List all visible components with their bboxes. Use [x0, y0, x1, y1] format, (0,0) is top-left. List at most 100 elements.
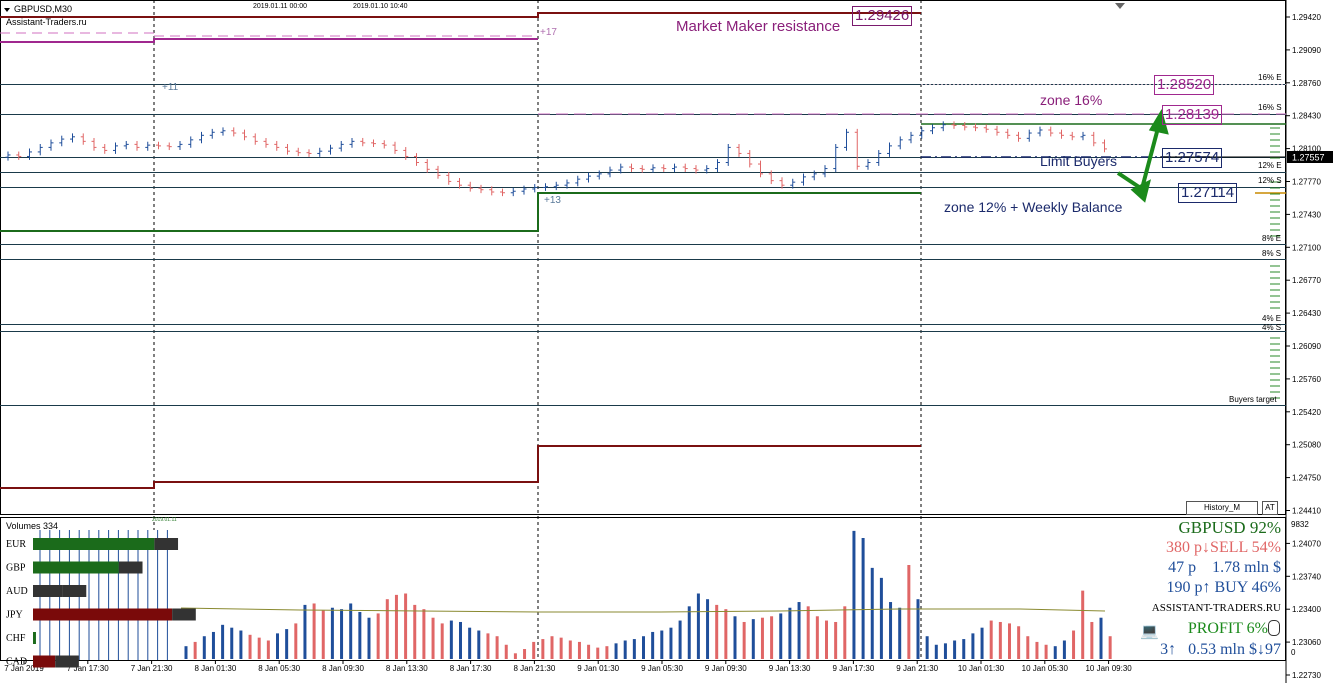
- price-tick-label: 1.26090: [1292, 342, 1321, 351]
- currency-bar-rest: [55, 655, 79, 668]
- time-label: 7 Jan 21:30: [131, 664, 173, 673]
- price-tick-label: 1.28430: [1292, 112, 1321, 121]
- currency-bar: [33, 585, 63, 597]
- time-label: 9 Jan 01:30: [577, 664, 619, 673]
- price-tick-label: 1.26430: [1292, 309, 1321, 318]
- time-label: 10 Jan 01:30: [958, 664, 1005, 673]
- top-date-2: 2019.01.10 10:40: [353, 3, 408, 10]
- watermark-label: Assistant-Traders.ru: [6, 17, 87, 27]
- currency-name: CHF: [6, 633, 26, 644]
- market-maker-resistance-line: [0, 12, 921, 18]
- zone12-annotation: zone 12% + Weekly Balance: [944, 199, 1123, 215]
- currency-name: JPY: [6, 610, 23, 621]
- volumes-title: Volumes 334: [6, 521, 59, 531]
- time-label: 10 Jan 05:30: [1022, 664, 1069, 673]
- magenta-level-line: [0, 38, 538, 43]
- zone-label-4s: 4% S: [1262, 323, 1282, 332]
- price-tick-label: 1.25080: [1292, 441, 1321, 450]
- currency-name: EUR: [6, 539, 26, 550]
- zone-lines: [0, 84, 1286, 406]
- time-label: 8 Jan 13:30: [386, 664, 428, 673]
- currency-bar: [33, 632, 36, 644]
- time-label: 9 Jan 05:30: [641, 664, 683, 673]
- currency-bar: [33, 561, 119, 574]
- price-tick-label: 1.24070: [1292, 539, 1321, 548]
- info-last-line: 3↑ 0.53 mln $↓97: [1160, 641, 1281, 658]
- currency-bar-rest: [172, 608, 196, 621]
- time-label: 10 Jan 09:30: [1085, 664, 1132, 673]
- price-tick-label: 1.22730: [1292, 671, 1321, 680]
- currency-name: GBP: [6, 563, 26, 574]
- price-tick-label: 1.28100: [1292, 145, 1321, 154]
- price-tick-label: 1.23740: [1292, 572, 1321, 581]
- price-tick-label: 1.25760: [1292, 375, 1321, 384]
- time-label: 9 Jan 13:30: [769, 664, 811, 673]
- currency-bar-rest: [154, 538, 179, 550]
- zone-label-8s: 8% S: [1262, 249, 1282, 258]
- price-box-5: 1.27114: [1178, 183, 1238, 203]
- current-price-box: [1287, 151, 1333, 163]
- current-price-text: 1.27557: [1292, 153, 1325, 163]
- zone-label-12s: 12% S: [1258, 176, 1282, 185]
- price-tick-label: 1.27430: [1292, 210, 1321, 219]
- price-tick-label: 1.29420: [1292, 13, 1321, 22]
- limit-buyers-annotation: Limit Buyers: [1040, 153, 1118, 169]
- time-label: 9 Jan 09:30: [705, 664, 747, 673]
- mouse-icon: [1268, 620, 1280, 636]
- buyers-target-label: Buyers target: [1229, 395, 1277, 404]
- info-symbol-pct: GBPUSD 92%: [1178, 518, 1282, 537]
- price-axis-ticks: 1.29420 1.29090 1.28760 1.28430 1.28100 1.277…: [1286, 13, 1321, 680]
- zone-label-12e: 12% E: [1258, 161, 1282, 170]
- time-label: 8 Jan 01:30: [194, 664, 236, 673]
- time-label: 7 Jan 2019: [4, 664, 44, 673]
- main-chart-frame: [0, 0, 1286, 515]
- price-tick-label: 1.26770: [1292, 276, 1321, 285]
- currency-bar-rest: [118, 561, 143, 574]
- symbol-title[interactable]: GBPUSD,M30: [14, 4, 73, 14]
- price-box-3: 1.28139: [1162, 105, 1223, 125]
- info-sell-line: 380 p↓SELL 54%: [1166, 539, 1281, 556]
- price-tick-label: 1.27770: [1292, 178, 1321, 187]
- scroll-marker-icon[interactable]: [1115, 3, 1125, 9]
- currency-bar-rest: [62, 585, 87, 597]
- weekly-balance-line: [0, 192, 921, 232]
- price-tick-label: 1.23400: [1292, 605, 1321, 614]
- price-tick-label: 1.28760: [1292, 79, 1321, 88]
- time-axis-labels: 7 Jan 2019 7 Jan 17:30 7 Jan 21:30 8 Jan 01…: [4, 660, 1132, 673]
- volume-axis-bottom: 0: [1291, 648, 1296, 657]
- time-label: 8 Jan 05:30: [258, 664, 300, 673]
- price-box-4: 1.27574: [1162, 148, 1223, 168]
- info-profit: PROFIT 6%: [1187, 620, 1268, 637]
- currency-name: AUD: [6, 586, 28, 597]
- price-tick-label: 1.27100: [1292, 243, 1321, 252]
- info-volume-line: 47 p 1.78 mln $: [1168, 559, 1281, 576]
- currency-name: CAD: [6, 657, 27, 668]
- time-label: 9 Jan 21:30: [896, 664, 938, 673]
- volume-ma-line: [179, 607, 1106, 613]
- info-buy-line: 190 p↑ BUY 46%: [1166, 579, 1281, 596]
- info-site: ASSISTANT-TRADERS.RU: [1151, 602, 1281, 614]
- candles: [5, 121, 1107, 197]
- dropdown-triangle-icon[interactable]: [4, 8, 10, 12]
- zone-label-8e: 8% E: [1262, 234, 1282, 243]
- currency-bar: [33, 608, 173, 621]
- counter-plus13: +13: [544, 195, 561, 206]
- currency-bar: [33, 538, 155, 550]
- laptop-icon: 💻: [1140, 622, 1159, 640]
- time-label: 8 Jan 09:30: [322, 664, 364, 673]
- time-label: 7 Jan 17:30: [67, 664, 109, 673]
- price-box-2: 1.28520: [1154, 75, 1215, 95]
- price-tick-label: 1.24410: [1292, 507, 1321, 516]
- volume-axis-top: 9832: [1291, 520, 1309, 529]
- lower-resistance-line: [0, 445, 921, 489]
- zone16-annotation: zone 16%: [1040, 92, 1103, 108]
- currency-panel-bg: [1, 530, 181, 660]
- time-label: 8 Jan 17:30: [450, 664, 492, 673]
- session-separators: [153, 0, 922, 660]
- zone-label-16e: 16% E: [1258, 73, 1282, 82]
- volume-bars: [184, 530, 1112, 659]
- history-m-button[interactable]: History_M: [1186, 501, 1258, 515]
- at-button[interactable]: AT: [1262, 501, 1278, 515]
- arrow-icon: [1116, 108, 1169, 203]
